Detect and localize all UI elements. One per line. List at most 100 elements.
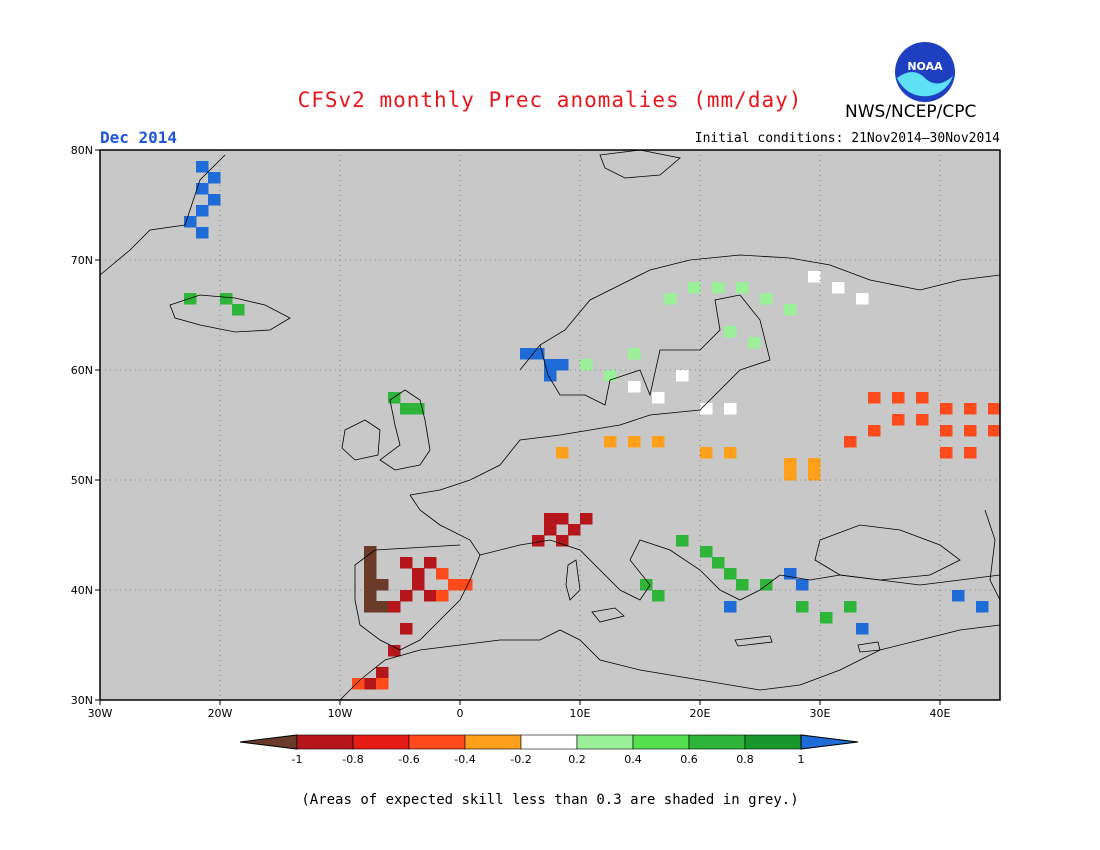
anomaly-cell: [892, 414, 905, 426]
anomaly-cell: [688, 282, 701, 294]
lon-tick-label: 20W: [208, 707, 233, 720]
lat-tick-label: 50N: [71, 474, 93, 487]
anomaly-cell: [844, 601, 857, 613]
anomaly-cell: [700, 403, 713, 415]
axis-ticks: 30W 20W 10W 0 10E 20E 30E 40E 30N 40N 50N 60N 70N 80N: [71, 144, 951, 720]
grid-lines: [100, 150, 1000, 700]
anomaly-cell: [736, 282, 749, 294]
anomaly-cell: [604, 436, 617, 448]
anomaly-cell: [892, 392, 905, 404]
anomaly-cell: [760, 293, 773, 305]
anomaly-cell: [400, 557, 413, 569]
colorbar-segment: [744, 734, 802, 750]
anomaly-cell: [724, 403, 737, 415]
anomaly-cell: [400, 623, 413, 635]
anomaly-cell: [736, 579, 749, 591]
anomaly-cell: [376, 579, 389, 591]
skill-footnote: (Areas of expected skill less than 0.3 a…: [301, 792, 799, 808]
anomaly-cell: [580, 359, 593, 371]
anomaly-cell: [988, 425, 1001, 437]
anomaly-cell: [196, 205, 209, 217]
lon-tick-label: 0: [457, 707, 464, 720]
anomaly-cell: [868, 425, 881, 437]
anomaly-cell: [916, 392, 929, 404]
anomaly-cell: [412, 403, 425, 415]
anomaly-cell: [532, 535, 545, 547]
anomaly-cell: [712, 282, 725, 294]
colorbar-segment: [296, 734, 354, 750]
anomaly-cell: [544, 524, 557, 536]
anomaly-cell: [784, 304, 797, 316]
anomaly-cell: [376, 601, 389, 613]
anomaly-cell: [196, 161, 209, 173]
anomaly-cell: [376, 678, 389, 690]
anomaly-cells: [184, 161, 1001, 690]
lat-tick-label: 80N: [71, 144, 93, 157]
noaa-logo: NOAA: [895, 42, 955, 102]
anomaly-cell: [184, 216, 197, 228]
anomaly-cell: [220, 293, 233, 305]
colorbar-tick-label: 0.6: [680, 753, 698, 766]
anomaly-map: 30W 20W 10W 0 10E 20E 30E 40E 30N 40N 50N 60N 70N 80N: [71, 144, 1001, 720]
anomaly-cell: [196, 227, 209, 239]
anomaly-cell: [700, 447, 713, 459]
chart-title: CFSv2 monthly Prec anomalies (mm/day): [297, 88, 803, 112]
anomaly-cell: [748, 337, 761, 349]
anomaly-cell: [652, 392, 665, 404]
colorbar-tick-label: 1: [798, 753, 805, 766]
forecast-month: Dec 2014: [100, 128, 178, 147]
anomaly-cell: [664, 293, 677, 305]
anomaly-cell: [712, 557, 725, 569]
anomaly-cell: [460, 579, 473, 591]
anomaly-cell: [964, 447, 977, 459]
anomaly-cell: [628, 381, 641, 393]
colorbar-arrow-low: [239, 734, 298, 750]
agency-label: NWS/NCEP/CPC: [845, 102, 977, 122]
colorbar-segment: [408, 734, 466, 750]
anomaly-cell: [232, 304, 245, 316]
anomaly-cell: [412, 568, 425, 580]
colorbar-tick-label: -0.4: [454, 753, 475, 766]
colorbar-tick-label: -0.6: [398, 753, 419, 766]
anomaly-cell: [352, 678, 365, 690]
anomaly-cell: [784, 568, 797, 580]
anomaly-cell: [652, 590, 665, 602]
anomaly-cell: [208, 194, 221, 206]
anomaly-cell: [376, 667, 389, 679]
colorbar-tick-label: 0.8: [736, 753, 754, 766]
anomaly-cell: [856, 293, 869, 305]
anomaly-cell: [808, 271, 821, 283]
anomaly-cell: [364, 678, 377, 690]
anomaly-cell: [520, 348, 533, 360]
colorbar-segment: [520, 734, 578, 750]
lat-tick-label: 30N: [71, 694, 93, 707]
anomaly-cell: [868, 392, 881, 404]
anomaly-cell: [676, 535, 689, 547]
anomaly-cell: [412, 579, 425, 591]
anomaly-cell: [952, 590, 965, 602]
anomaly-cell: [700, 546, 713, 558]
anomaly-cell: [940, 425, 953, 437]
anomaly-cell: [808, 458, 821, 470]
anomaly-cell: [988, 403, 1001, 415]
anomaly-cell: [424, 590, 437, 602]
anomaly-cell: [856, 623, 869, 635]
anomaly-cell: [400, 403, 413, 415]
anomaly-cell: [184, 293, 197, 305]
anomaly-cell: [724, 447, 737, 459]
anomaly-cell: [544, 513, 557, 525]
anomaly-cell: [364, 546, 377, 558]
anomaly-cell: [808, 469, 821, 481]
lat-tick-label: 40N: [71, 584, 93, 597]
anomaly-cell: [580, 513, 593, 525]
anomaly-cell: [940, 447, 953, 459]
anomaly-cell: [364, 568, 377, 580]
anomaly-cell: [976, 601, 989, 613]
lon-tick-label: 10W: [328, 707, 353, 720]
anomaly-cell: [448, 579, 461, 591]
lon-tick-label: 10E: [570, 707, 591, 720]
lon-tick-label: 30W: [88, 707, 113, 720]
anomaly-cell: [364, 579, 377, 591]
anomaly-cell: [556, 513, 569, 525]
